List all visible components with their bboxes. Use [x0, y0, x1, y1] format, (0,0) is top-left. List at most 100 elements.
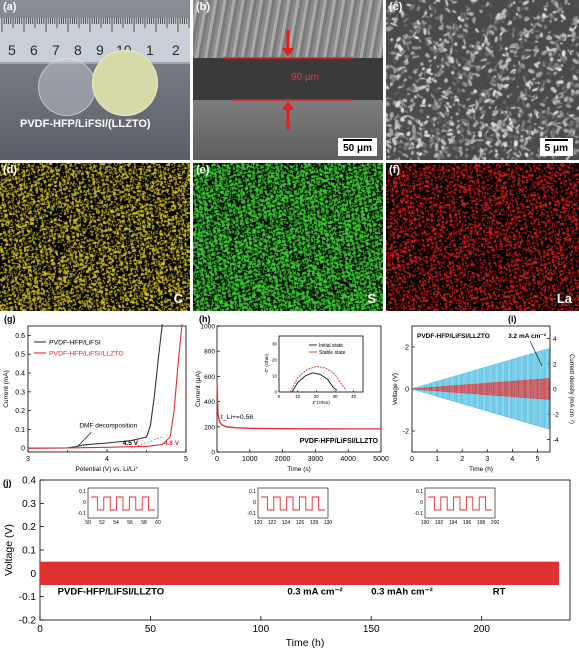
eds-map-c: [0, 163, 190, 311]
inset-x-axis-label: Z' (Ohm): [312, 400, 330, 405]
ruler-num: 5: [8, 42, 16, 58]
panel-label: (c): [389, 1, 403, 13]
panel-label: (h): [199, 314, 211, 324]
inset-y-tick-label: 30: [272, 342, 278, 347]
inset-y-tick-label: 0.1: [249, 489, 256, 495]
y-axis-label: Current (mA): [3, 370, 10, 408]
y2-tick-label: 0: [553, 387, 557, 394]
inset-x-tick-label: 10: [295, 394, 301, 399]
x-tick-label: 4: [105, 456, 109, 463]
inset-x-tick-label: 0: [278, 394, 281, 399]
y2-tick-label: -2: [553, 412, 559, 419]
y2-tick-label: 2: [553, 361, 557, 368]
eds-map-s: [193, 163, 383, 311]
chart-h-chronoamperometry: 0 1000 2000 3000 4000 500002004006008001000Ti…: [195, 314, 389, 473]
panel-d-eds-carbon: (d) C: [0, 163, 190, 311]
ruler-ticks: [1, 18, 190, 32]
y-tick-label: 0: [405, 387, 409, 394]
inset-y-tick-label: -0.1: [247, 511, 256, 517]
ruler-num: 6: [30, 42, 38, 58]
ruler-num: 8: [74, 42, 82, 58]
ruler-num: 9: [96, 42, 104, 58]
y-axis-label: Voltage (V): [3, 524, 15, 576]
panel-label: (f): [389, 164, 400, 176]
x-tick-label: 1000: [242, 456, 258, 463]
panel-b-sem-cross-section: 90 μm 50 μm (b): [193, 0, 383, 160]
ruler: 5 6 7 8 9 10 1 2: [0, 18, 190, 64]
y-tick-label: -0.1: [19, 592, 37, 603]
inset-y-tick-label: 0: [83, 500, 86, 506]
element-label: C: [173, 291, 183, 306]
annotation-current: 3.2 mA cm⁻²: [508, 333, 547, 340]
y-tick-label: 0: [21, 446, 25, 453]
annotation-arrow: [77, 432, 92, 447]
x-tick-label: 0: [37, 624, 43, 635]
panel-e-eds-sulfur: (e) S: [193, 163, 383, 311]
inset-x-tick-label: 20: [314, 394, 320, 399]
panel-label: (g): [4, 314, 16, 324]
y-tick-label: 0.3: [15, 389, 25, 396]
x-tick-label: 4000: [340, 456, 356, 463]
panel-label: (i): [508, 314, 517, 324]
annotation-dmf: DMF decomposition: [79, 423, 137, 430]
plot-frame: [216, 325, 382, 453]
x-axis-label: Time (s): [287, 466, 311, 473]
inset-x-tick-label: 120: [254, 520, 263, 526]
inset-x-tick-label: 40: [351, 394, 357, 399]
y-tick-label: 0.6: [15, 333, 25, 340]
x-tick-label: 2: [460, 456, 464, 463]
x-tick-label: 150: [363, 624, 380, 635]
membrane-pristine: [38, 58, 96, 116]
thickness-label: 90 μm: [291, 72, 319, 83]
ruler-num: 7: [52, 42, 60, 58]
x-tick-label: 1: [435, 456, 439, 463]
annotation-current-density: 0.3 mA cm⁻²: [287, 586, 342, 597]
inset-x-tick-label: 190: [421, 520, 430, 526]
chart-j-long-cycling: 0 50 100 150 200 -0.2 -0.1 0 0.1 0.2 0.3 0.4 Time (h…: [3, 476, 571, 649]
inset-x-tick-label: 54: [113, 520, 119, 526]
x-tick-label: 0: [410, 456, 414, 463]
inset-x-tick-label: 60: [155, 520, 161, 526]
scalebar-c: 5 μm: [539, 138, 573, 156]
annotation-transference: t_Li+=0.56: [221, 414, 253, 421]
x-tick-label: 4: [510, 456, 514, 463]
x-tick-label: 50: [145, 624, 157, 635]
inset-x-tick-label: 200: [491, 520, 500, 526]
inset-y-tick-label: 0: [420, 500, 423, 506]
panel-c-sem-surface: 5 μm (c): [386, 0, 579, 160]
x-tick-label: 3: [485, 456, 489, 463]
x-tick-label: 200: [473, 624, 490, 635]
series-voltage-band: [40, 561, 559, 585]
y-axis-label: Voltage (V): [392, 373, 399, 405]
inset-y-tick-label: 20: [272, 358, 278, 363]
membrane-llzto: [92, 50, 158, 116]
y-axis-label: Current (μA): [195, 371, 202, 407]
inset-y-tick-label: -0.1: [77, 511, 86, 517]
x-tick-label: 0: [215, 456, 219, 463]
series-line-1: [27, 324, 163, 449]
panel-label: (j): [3, 478, 12, 488]
inset-x-tick-label: 30: [332, 394, 338, 399]
panel-label: (b): [196, 1, 211, 13]
y-tick-label: 1000: [201, 324, 216, 331]
inset-x-tick-label: 58: [141, 520, 147, 526]
inset-series: [261, 496, 325, 511]
inset-series: [428, 496, 492, 511]
annotation-4-8v: 4.8 V: [164, 440, 180, 447]
element-label: La: [556, 291, 572, 306]
inset-y-axis-label: -Z'' (Ohm): [264, 354, 269, 374]
y2-tick-label: -4: [553, 437, 559, 444]
y-tick-label: 0.1: [22, 546, 36, 557]
inset-y-tick-label: 0: [274, 390, 277, 395]
x-tick-label: 3: [26, 456, 30, 463]
annotation-material: PVDF-HFP/LiFSI/LLZTO: [58, 586, 164, 597]
ruler-num: 2: [172, 42, 180, 58]
ruler-num: 1: [146, 42, 154, 58]
y-tick-label: 0: [211, 450, 215, 457]
y2-axis-label: Current density (mA cm⁻²): [568, 354, 574, 424]
sem-surface-texture: [386, 0, 579, 160]
plot-frame: [278, 335, 364, 393]
panel-label: (a): [3, 1, 17, 13]
element-label: S: [367, 291, 376, 306]
x-tick-label: 2000: [275, 456, 291, 463]
